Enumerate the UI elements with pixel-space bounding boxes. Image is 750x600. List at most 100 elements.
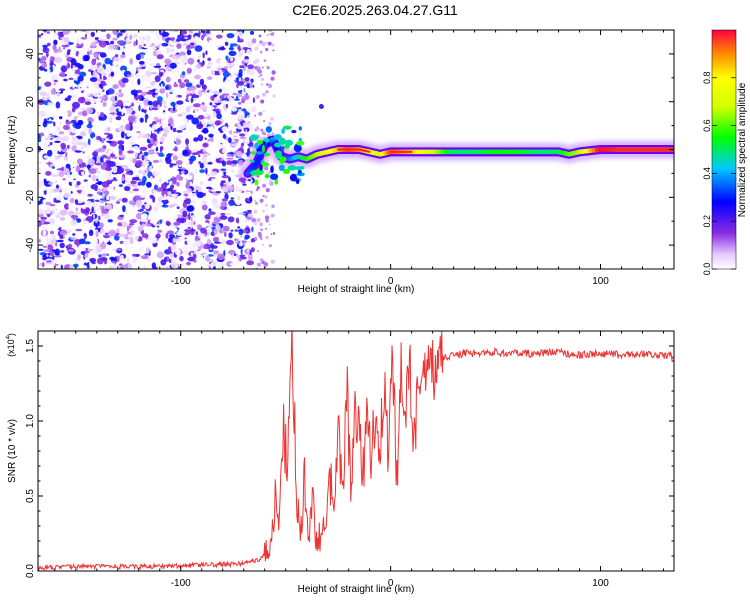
noise-speckle [201,30,206,34]
noise-speckle [127,146,135,149]
noise-speckle [153,116,159,121]
noise-speckle [139,146,148,151]
noise-speckle [98,254,102,258]
noise-speckle [189,245,194,251]
noise-speckle [144,187,146,190]
noise-speckle [151,128,155,135]
noise-speckle [199,181,204,186]
noise-speckle [182,61,186,65]
noise-speckle [161,198,167,201]
noise-speckle [216,136,220,141]
noise-speckle [170,261,179,269]
noise-speckle [93,195,99,198]
noise-speckle [249,196,253,202]
noise-speckle [272,49,275,52]
noise-speckle [253,209,258,214]
noise-speckle [189,123,194,131]
noise-speckle [114,256,118,263]
noise-speckle [166,256,170,262]
transition-blob [294,166,302,171]
noise-speckle [51,96,60,99]
noise-speckle [134,152,138,158]
noise-speckle [53,79,58,83]
noise-speckle [95,252,100,256]
noise-speckle [246,41,254,46]
noise-speckle [45,120,53,124]
noise-speckle [111,246,118,250]
noise-speckle [166,221,171,227]
noise-speckle [186,180,191,186]
noise-speckle [189,45,195,49]
noise-speckle [202,52,205,59]
noise-speckle [198,154,201,158]
noise-speckle [156,251,164,259]
noise-speckle [116,225,124,229]
noise-speckle [135,53,141,61]
noise-speckle [225,239,234,246]
noise-speckle [177,94,182,98]
noise-speckle [178,152,183,159]
noise-speckle [220,212,226,216]
noise-speckle [237,45,241,51]
noise-speckle [226,133,232,138]
noise-speckle [270,213,275,218]
noise-speckle [265,41,269,45]
noise-speckle [210,157,216,162]
noise-speckle [100,156,104,163]
noise-speckle [263,120,266,123]
noise-speckle [167,246,172,252]
isolated-spot [318,104,324,109]
noise-speckle [220,158,224,161]
noise-speckle [116,99,124,107]
noise-speckle [194,107,197,114]
noise-speckle [194,45,203,52]
noise-speckle [59,242,65,249]
noise-speckle [59,116,63,120]
noise-speckle [164,104,167,109]
noise-speckle [202,192,206,197]
noise-speckle [190,193,197,196]
noise-speckle [261,41,266,46]
noise-speckle [202,142,209,148]
noise-speckle [53,32,57,36]
noise-speckle [72,101,80,109]
noise-speckle [172,54,180,60]
noise-speckle [124,185,131,192]
noise-speckle [219,215,228,220]
noise-speckle [161,183,168,189]
noise-speckle [157,104,161,110]
noise-speckle [238,228,244,236]
noise-speckle [212,117,215,125]
noise-speckle [43,72,50,79]
noise-speckle [45,171,52,176]
noise-speckle [243,239,246,247]
noise-speckle [159,178,162,183]
noise-speckle [137,123,143,127]
noise-speckle [202,237,206,241]
noise-speckle [86,92,91,96]
noise-speckle [262,183,267,188]
noise-speckle [44,140,50,147]
colorbar [711,29,737,270]
noise-speckle [126,107,133,115]
noise-speckle [79,71,87,77]
noise-speckle [215,191,222,194]
noise-speckle [59,230,68,236]
noise-speckle [264,215,270,220]
noise-speckle [239,188,244,192]
colorbar-ticks: 0.0 0.2 0.4 0.6 0.8 [702,72,736,275]
noise-speckle [122,240,129,245]
noise-speckle [260,228,263,232]
noise-speckle [127,116,136,123]
noise-speckle [194,36,200,42]
noise-speckle [90,42,97,48]
noise-speckle [156,54,164,60]
snr-x-label: Height of straight line (km) [298,584,415,595]
noise-speckle [177,34,185,40]
noise-speckle [213,39,222,42]
noise-speckle [259,50,263,54]
noise-speckle [169,178,174,181]
noise-speckle [54,140,61,143]
noise-speckle [81,204,87,210]
noise-speckle [145,86,152,89]
